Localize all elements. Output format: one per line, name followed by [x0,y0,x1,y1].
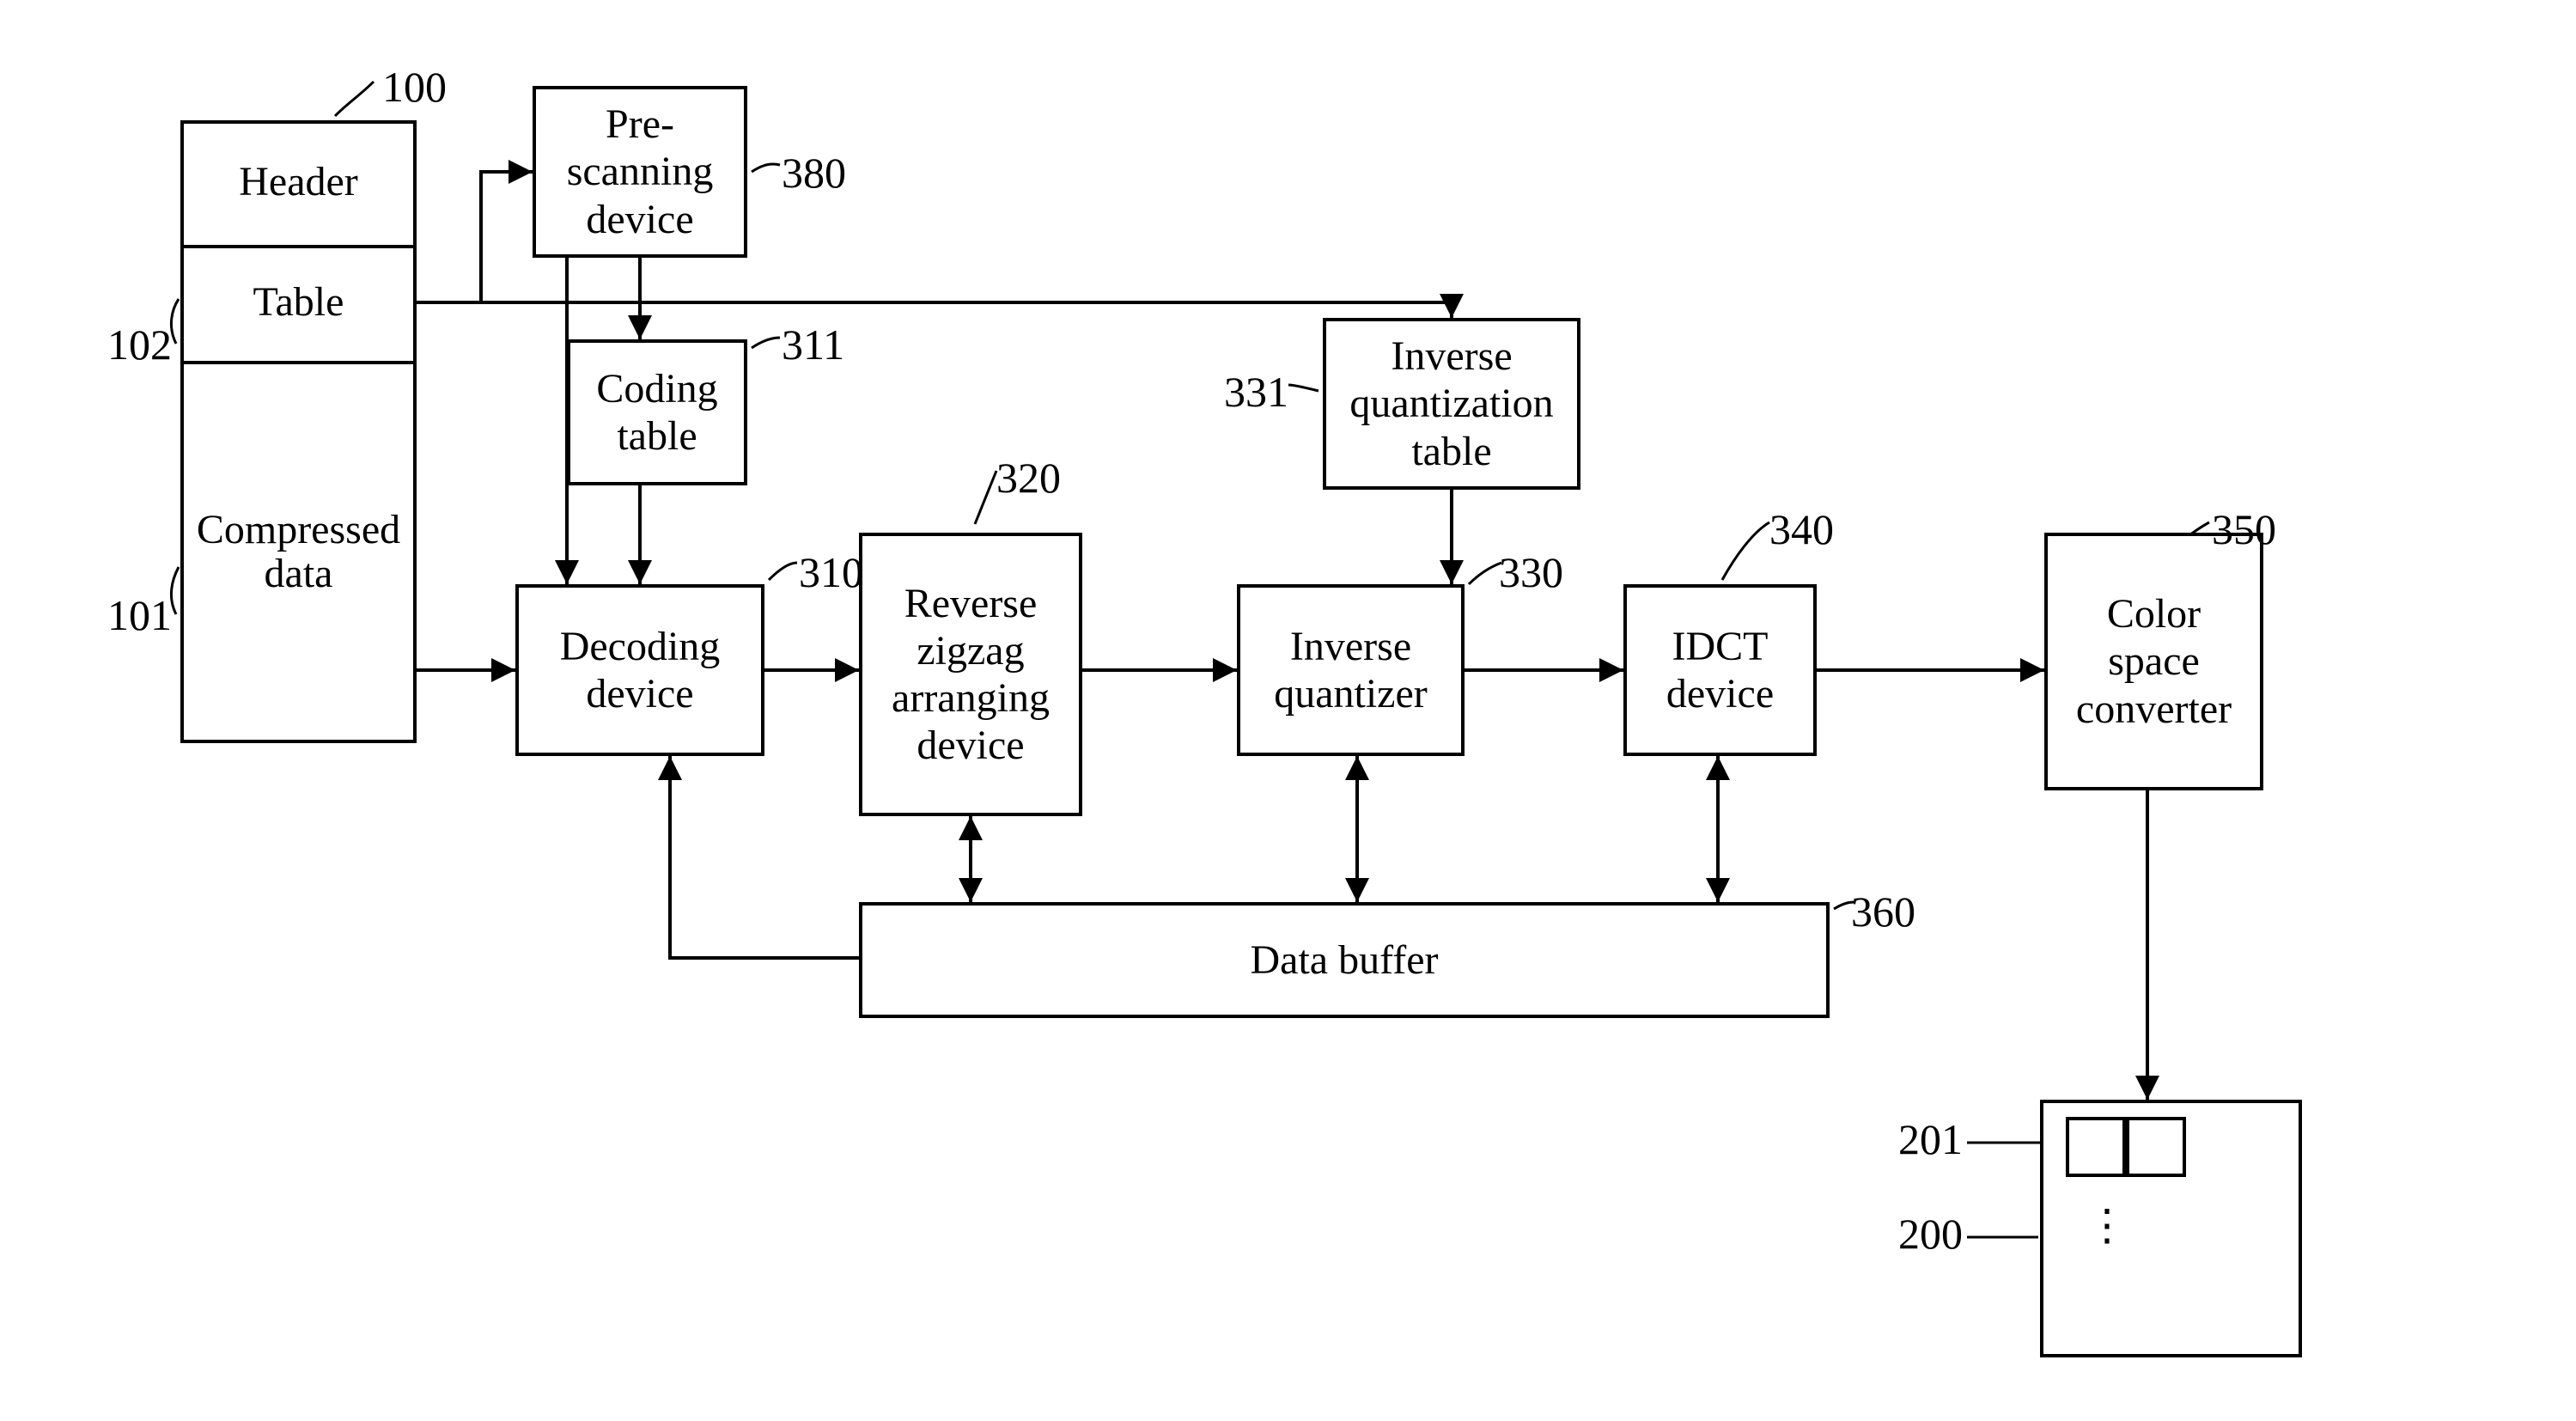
ref-r340: 340 [1769,507,1834,552]
edge [1706,756,1730,902]
inverse-quantizer: Inverse quantizer [1237,584,1465,756]
idct-device-label: IDCT device [1666,623,1774,717]
edge [628,485,652,584]
ref-leader [769,563,797,580]
edge [764,658,859,682]
reverse-zigzag-arranging-device-label: Reverse zigzag arranging device [892,580,1050,770]
ref-r350: 350 [2212,507,2276,552]
ref-dots: ⋮ [2086,1203,2128,1248]
edge [417,658,515,682]
reverse-zigzag-arranging-device: Reverse zigzag arranging device [859,533,1082,816]
data-buffer-label: Data buffer [1251,936,1439,984]
decoding-device: Decoding device [515,584,764,756]
edge [959,816,983,902]
color-space-converter-label: Color space converter [2076,590,2232,733]
edge [417,294,1464,318]
ref-r201: 201 [1898,1117,1963,1162]
diagram-canvas: HeaderTableCompressed data Pre- scanning … [0,0,2576,1421]
ref-leader [1722,522,1769,580]
edge [1817,658,2044,682]
data-buffer: Data buffer [859,902,1830,1018]
header-cell-label: Header [180,120,417,245]
ref-leader [171,299,179,344]
output-image-tile [2066,1117,2126,1177]
edge [1345,756,1369,902]
idct-device: IDCT device [1623,584,1817,756]
ref-r101: 101 [107,593,172,638]
ref-leader [1469,563,1501,584]
inverse-quantization-table: Inverse quantization table [1323,318,1580,490]
edge [1082,658,1237,682]
ref-r360: 360 [1851,889,1915,935]
ref-r100: 100 [382,64,447,110]
pre-scanning-device: Pre- scanning device [533,86,747,258]
coding-table-label: Coding table [596,365,717,460]
compressed-data-cell-label: Compressed data [180,361,417,743]
ref-r311: 311 [782,322,844,368]
ref-r320: 320 [996,455,1061,501]
output-image-tile [2126,1117,2186,1177]
edge [2135,790,2159,1100]
ref-leader [335,82,374,116]
ref-leader [975,471,996,524]
ref-leader [752,338,780,348]
ref-leader [1288,385,1318,391]
inverse-quantizer-label: Inverse quantizer [1274,623,1428,717]
coding-table: Coding table [567,339,747,485]
decoding-device-label: Decoding device [560,623,721,717]
ref-r102: 102 [107,322,172,368]
ref-r331: 331 [1224,369,1288,415]
ref-r330: 330 [1499,550,1563,595]
inverse-quantization-table-label: Inverse quantization table [1349,332,1553,475]
ref-r380: 380 [782,150,846,196]
ref-r310: 310 [799,550,863,595]
edge [628,258,652,339]
ref-leader [752,164,780,172]
color-space-converter: Color space converter [2044,533,2263,790]
edge [1465,658,1623,682]
ref-leader [171,567,179,614]
ref-r200: 200 [1898,1211,1963,1257]
edge [1440,490,1464,584]
edge [417,160,533,302]
edge [658,756,859,958]
pre-scanning-device-label: Pre- scanning device [567,101,714,243]
table-cell-label: Table [180,245,417,361]
